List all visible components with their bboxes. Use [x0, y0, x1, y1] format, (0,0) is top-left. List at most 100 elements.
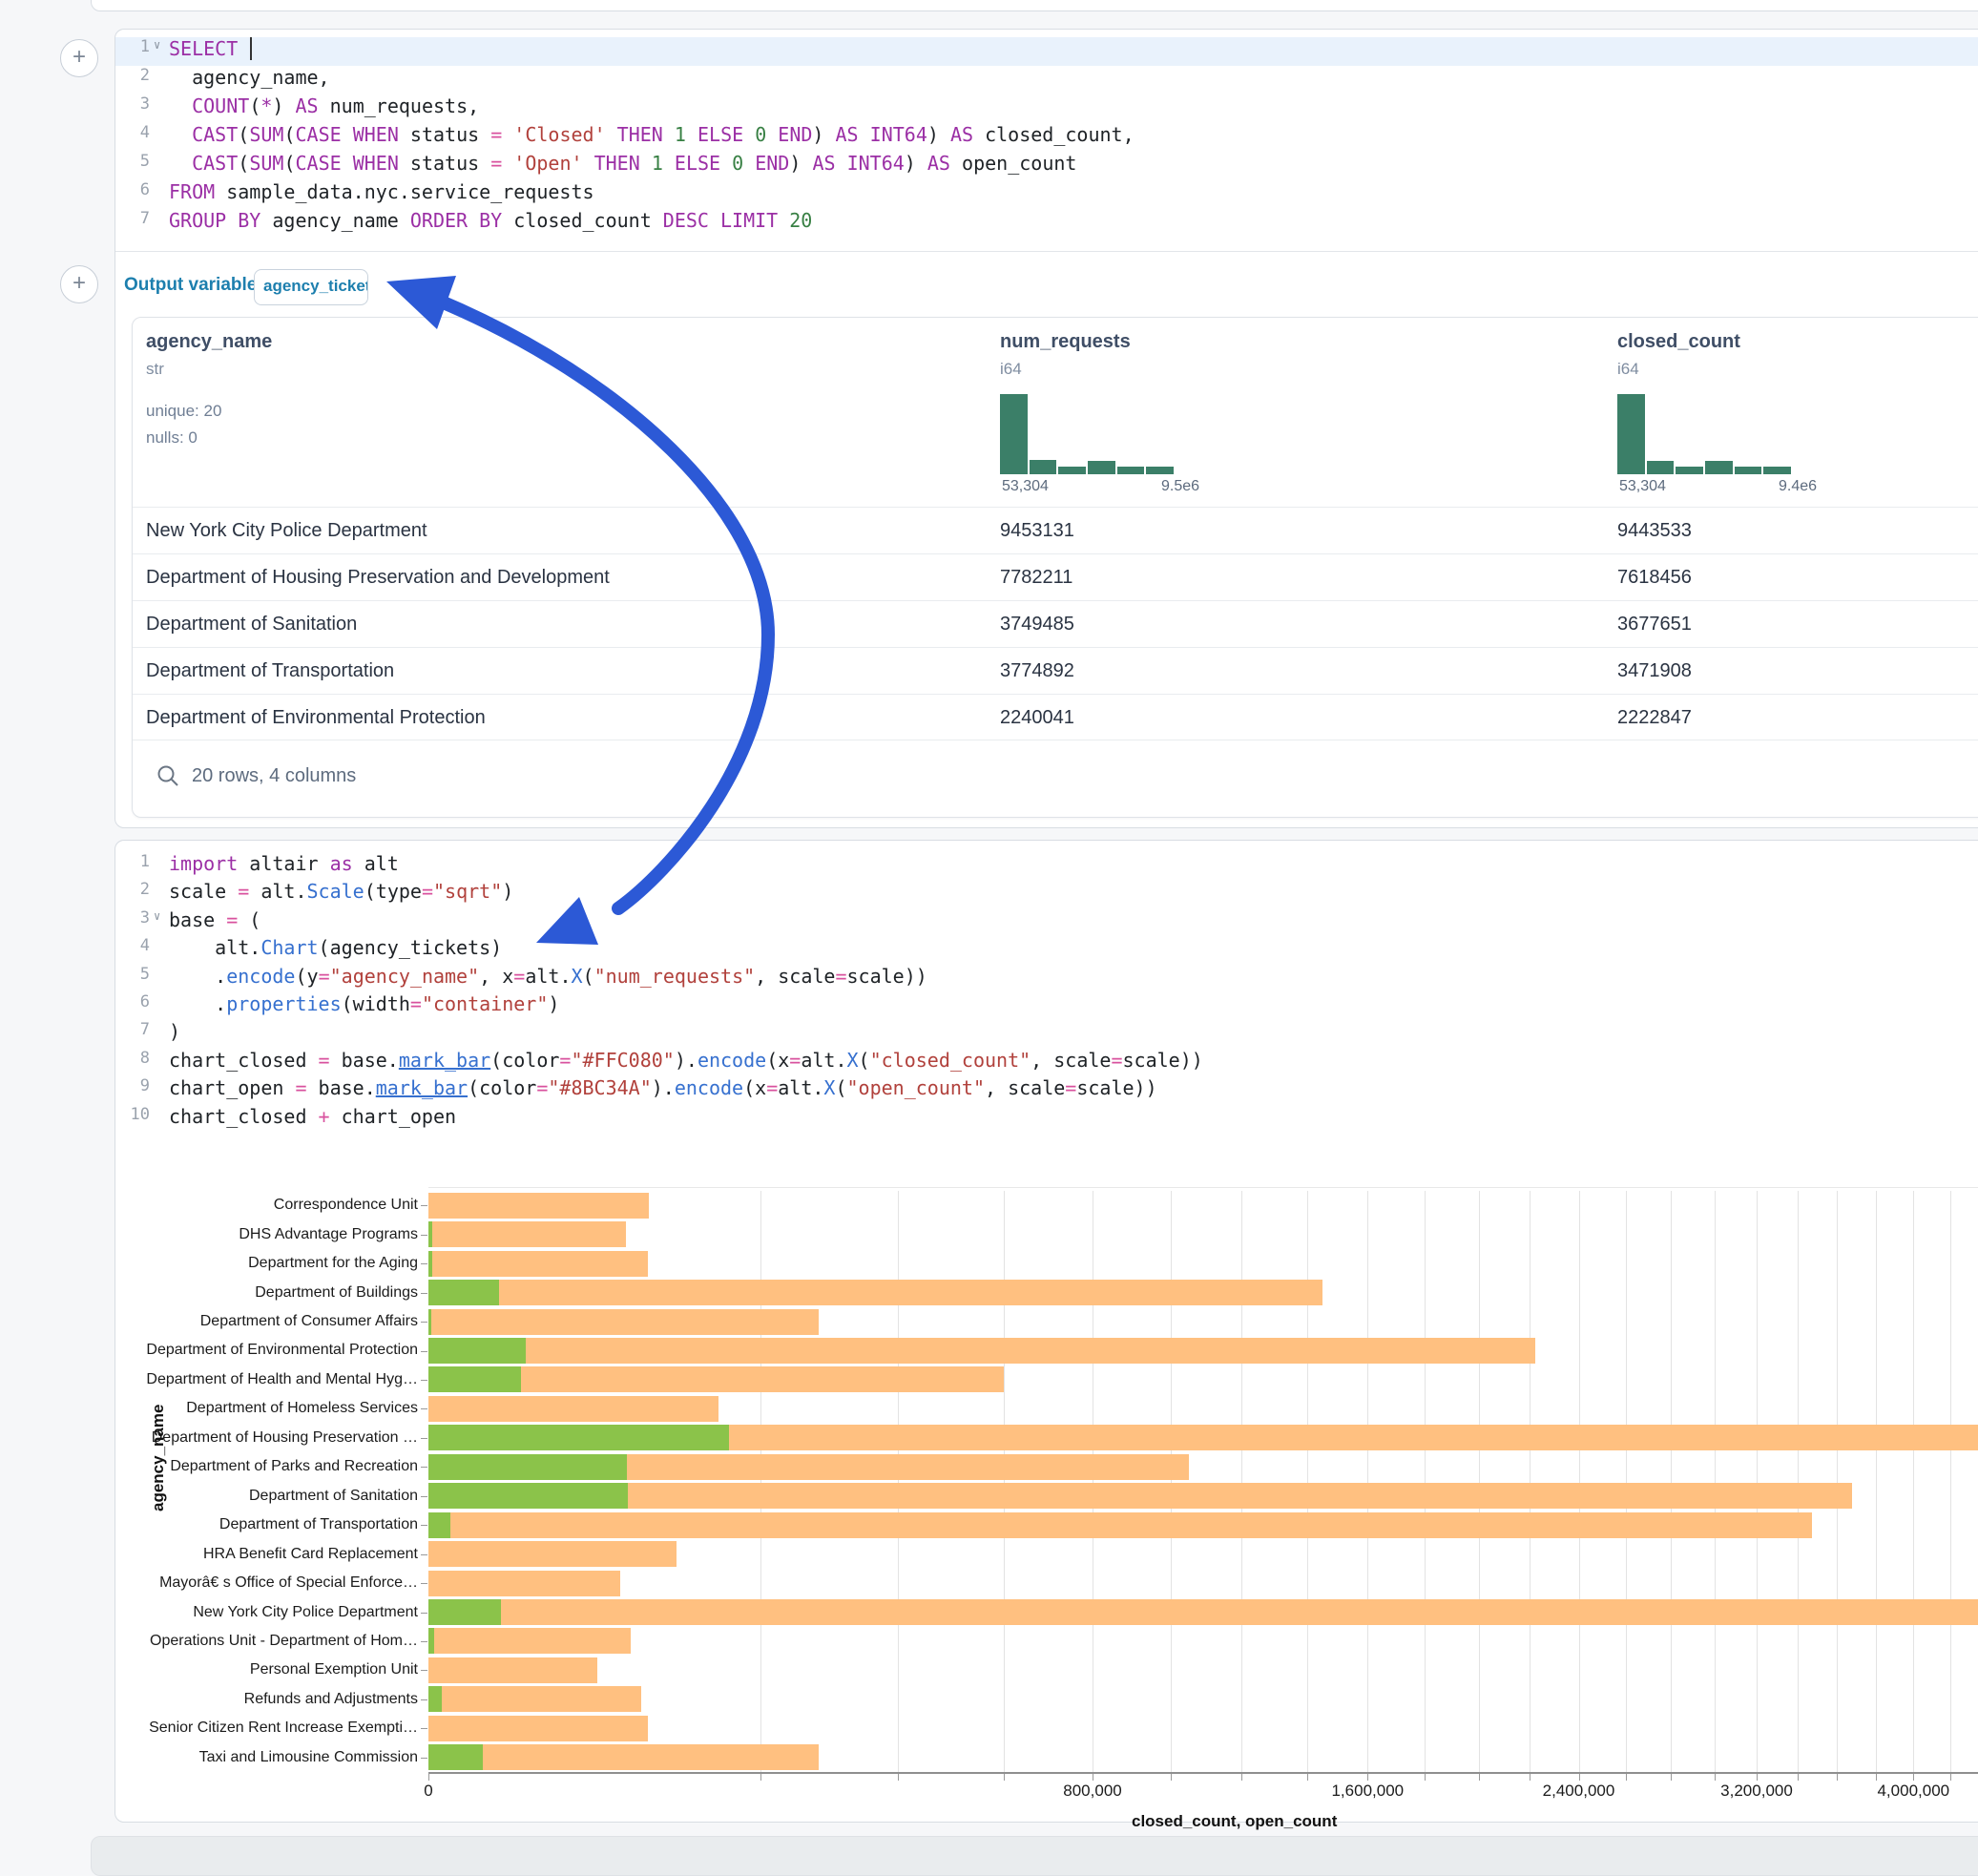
sql-code-editor[interactable]: 1 ∨ SELECT 2 agency_name, 3 COUNT(*) AS num… — [115, 37, 1978, 238]
line-number: 10 — [130, 1104, 150, 1124]
y-tick — [421, 1467, 427, 1469]
y-axis-label: DHS Advantage Programs — [239, 1225, 418, 1242]
y-tick — [421, 1670, 427, 1672]
cell-value: 3749485 — [1000, 614, 1074, 635]
gridline — [1578, 1191, 1580, 1772]
add-cell-button[interactable]: + — [60, 39, 98, 77]
cell-value: 3471908 — [1617, 660, 1692, 681]
y-tick — [421, 1292, 427, 1294]
bar-open — [428, 1366, 521, 1393]
gridline — [1425, 1191, 1426, 1772]
y-axis-label: Department of Consumer Affairs — [199, 1313, 418, 1330]
code-line[interactable]: 5 CAST(SUM(CASE WHEN status = 'Open' THE… — [115, 152, 1978, 180]
cell-value: 3774892 — [1000, 660, 1074, 681]
y-axis-label: Taxi and Limousine Commission — [198, 1748, 418, 1765]
column-type: str — [146, 360, 164, 378]
y-tick — [421, 1583, 427, 1585]
y-axis-label: Refunds and Adjustments — [243, 1690, 418, 1707]
y-axis-label: Department of Health and Mental Hyg… — [146, 1370, 418, 1387]
x-tick — [1837, 1774, 1839, 1781]
bar-closed — [428, 1599, 1978, 1626]
y-axis-label: Department of Parks and Recreation — [170, 1458, 418, 1475]
x-tick — [1241, 1774, 1243, 1781]
cell-value: 9443533 — [1617, 520, 1692, 541]
x-tick — [1306, 1774, 1308, 1781]
python-code-editor[interactable]: 1 import altair as alt 2 scale = alt.Scale(… — [115, 852, 1978, 1133]
gridline — [1306, 1191, 1308, 1772]
y-axis-label: Department of Environmental Protection — [146, 1342, 418, 1359]
y-axis-label: HRA Benefit Card Replacement — [203, 1545, 418, 1562]
line-number: 9 — [139, 1076, 150, 1096]
gridline — [1757, 1191, 1758, 1772]
code-line[interactable]: 4 alt.Chart(agency_tickets) — [115, 936, 1978, 964]
bar-open — [428, 1425, 729, 1451]
y-axis-label: Department of Buildings — [255, 1283, 418, 1301]
bar-closed — [428, 1570, 621, 1596]
code-line[interactable]: 3 ∨ base = ( — [115, 908, 1978, 936]
line-number: 5 — [139, 964, 150, 984]
y-axis-label: Senior Citizen Rent Increase Exempti… — [149, 1720, 418, 1737]
output-variable-pill[interactable]: agency_tickets — [254, 269, 368, 305]
gridline — [1367, 1191, 1369, 1772]
code-text: CAST(SUM(CASE WHEN status = 'Closed' THE… — [192, 123, 1135, 146]
bar-closed — [428, 1511, 1812, 1538]
x-tick — [1578, 1774, 1580, 1781]
code-line[interactable]: 1 ∨ SELECT — [115, 37, 1978, 66]
bar-closed — [428, 1250, 648, 1277]
y-axis-label: Personal Exemption Unit — [249, 1661, 418, 1678]
fold-caret-icon[interactable]: ∨ — [154, 908, 161, 923]
code-line[interactable]: 2 scale = alt.Scale(type="sqrt") — [115, 880, 1978, 907]
cell-value: 7782211 — [1000, 567, 1073, 588]
y-tick — [421, 1553, 427, 1555]
search-icon[interactable] — [156, 763, 180, 788]
bar-open — [428, 1744, 483, 1771]
x-tick — [428, 1774, 429, 1781]
x-axis-tick-label: 4,000,000 — [1877, 1782, 1950, 1800]
plot-top-border — [428, 1187, 1978, 1188]
code-line[interactable]: 6 .properties(width="container") — [115, 992, 1978, 1020]
fold-caret-icon[interactable]: ∨ — [154, 38, 161, 52]
code-text: import altair as alt — [169, 852, 399, 875]
gridline — [1171, 1191, 1173, 1772]
y-axis-label: New York City Police Department — [193, 1603, 418, 1620]
code-line[interactable]: 5 .encode(y="agency_name", x=alt.X("num_… — [115, 965, 1978, 992]
x-tick — [760, 1774, 761, 1781]
line-number: 8 — [139, 1048, 150, 1068]
column-header: agency_name — [146, 331, 273, 352]
line-number: 1 — [139, 37, 150, 56]
y-tick — [421, 1263, 427, 1265]
code-line[interactable]: 7) — [115, 1020, 1978, 1048]
code-line[interactable]: 8 chart_closed = base.mark_bar(color="#FF… — [115, 1049, 1978, 1076]
x-tick — [1671, 1774, 1673, 1781]
bar-open — [428, 1221, 432, 1248]
bar-closed — [428, 1395, 719, 1422]
code-line[interactable]: 4 CAST(SUM(CASE WHEN status = 'Closed' T… — [115, 123, 1978, 152]
histogram-min-label: 53,304 — [1619, 478, 1666, 494]
bar-open — [428, 1250, 432, 1277]
code-text: SELECT — [169, 37, 253, 60]
table-row: Department of Sanitation 3749485 3677651 — [133, 600, 1978, 648]
code-line[interactable]: 10 chart_closed + chart_open — [115, 1105, 1978, 1133]
cell-agency-name: Department of Environmental Protection — [146, 707, 486, 728]
code-line[interactable]: 9 chart_open = base.mark_bar(color="#8BC3… — [115, 1076, 1978, 1104]
add-cell-button[interactable]: + — [60, 265, 98, 303]
code-text: .properties(width="container") — [169, 991, 560, 1015]
line-number: 1 — [139, 852, 150, 871]
text-cursor — [250, 37, 253, 60]
code-text: CAST(SUM(CASE WHEN status = 'Open' THEN … — [192, 152, 1077, 175]
line-number: 4 — [139, 936, 150, 956]
column-histogram — [1617, 394, 1792, 474]
histogram-min-label: 53,304 — [1002, 478, 1049, 494]
gridline — [1949, 1191, 1951, 1772]
gridline — [1875, 1191, 1877, 1772]
next-cell-collapsed — [91, 1836, 1978, 1876]
code-line[interactable]: 1 import altair as alt — [115, 852, 1978, 880]
code-line[interactable]: 3 COUNT(*) AS num_requests, — [115, 94, 1978, 123]
sql-editor-wrap: 1 ∨ SELECT 2 agency_name, 3 COUNT(*) AS num… — [115, 30, 1978, 252]
bar-open — [428, 1511, 451, 1538]
code-line[interactable]: 7 GROUP BY agency_name ORDER BY closed_co… — [115, 209, 1978, 238]
code-line[interactable]: 6 FROM sample_data.nyc.service_requests — [115, 180, 1978, 209]
code-line[interactable]: 2 agency_name, — [115, 66, 1978, 94]
x-tick — [1367, 1774, 1369, 1781]
